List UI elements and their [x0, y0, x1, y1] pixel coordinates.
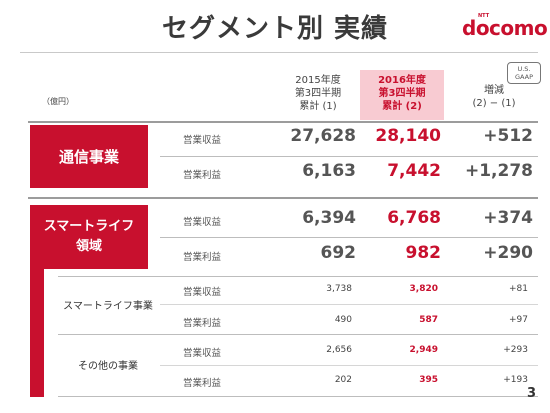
header-rule	[28, 121, 538, 123]
curr-cumulative: 累計 (2)	[382, 101, 422, 112]
value-prev: 490	[334, 315, 352, 325]
metric-label: 営業収益	[182, 348, 221, 359]
current-period-header-highlight	[360, 70, 444, 120]
value-prev: 2,656	[326, 345, 352, 355]
page-title: セグメント別 実績	[161, 14, 389, 44]
gaap-badge: U.S. GAAP	[507, 62, 541, 84]
value-curr: 6,768	[387, 208, 441, 228]
row-divider	[160, 237, 538, 238]
value-prev: 3,738	[326, 284, 352, 294]
curr-year: 2016年度	[378, 75, 426, 86]
value-diff: +293	[503, 345, 528, 355]
prev-quarter: 第3四半期	[294, 88, 342, 99]
diff-formula: (2) − (1)	[472, 98, 516, 109]
smartlife-label-line2: 領域	[75, 239, 102, 254]
value-prev: 202	[334, 375, 352, 385]
value-curr: 395	[419, 375, 438, 385]
metric-label: 営業利益	[182, 170, 221, 181]
smartlife-bracket-bar	[30, 268, 44, 397]
column-header-prev: 2015年度 第3四半期 累計 (1)	[280, 74, 356, 113]
subsegment-label-smartlife-business: スマートライフ事業	[63, 301, 153, 312]
docomo-logo: docomo	[462, 16, 548, 40]
value-diff: +81	[509, 284, 528, 294]
value-prev: 27,628	[290, 126, 356, 146]
value-prev: 692	[320, 243, 357, 263]
prev-year: 2015年度	[295, 75, 341, 86]
metric-label: 営業利益	[182, 252, 221, 263]
metric-label: 営業収益	[182, 217, 221, 228]
row-divider	[160, 156, 538, 157]
column-header-curr: 2016年度 第3四半期 累計 (2)	[362, 74, 442, 113]
subsegment-rule	[58, 276, 538, 277]
value-curr: 28,140	[375, 126, 441, 146]
prev-cumulative: 累計 (1)	[299, 101, 337, 112]
page-number: 3	[527, 386, 537, 401]
segment-label-smartlife: スマートライフ 領域	[30, 205, 148, 269]
row-divider	[160, 365, 538, 366]
table-bottom-rule	[58, 396, 538, 397]
gaap-line2: GAAP	[514, 73, 534, 81]
segment-rule	[28, 197, 538, 199]
value-diff: +374	[483, 208, 533, 228]
diff-label: 増減	[484, 85, 504, 96]
subsegment-label-other-business: その他の事業	[78, 361, 138, 372]
gaap-line1: U.S.	[517, 65, 531, 73]
value-prev: 6,163	[302, 161, 356, 181]
row-divider	[160, 304, 538, 305]
curr-quarter: 第3四半期	[378, 88, 426, 99]
value-curr: 3,820	[409, 284, 438, 294]
unit-label: （億円）	[42, 97, 74, 106]
smartlife-label-line1: スマートライフ	[43, 219, 135, 234]
value-curr: 2,949	[409, 345, 438, 355]
column-header-diff: 増減 (2) − (1)	[456, 84, 532, 110]
value-prev: 6,394	[302, 208, 356, 228]
value-diff: +1,278	[464, 161, 533, 181]
metric-label: 営業利益	[182, 318, 221, 329]
value-curr: 587	[419, 315, 438, 325]
value-diff: +193	[503, 375, 528, 385]
value-diff: +512	[483, 126, 533, 146]
subsegment-rule	[58, 334, 538, 335]
metric-label: 営業利益	[182, 378, 221, 389]
value-curr: 982	[405, 243, 442, 263]
metric-label: 営業収益	[182, 135, 221, 146]
segment-label-telecom: 通信事業	[30, 125, 148, 188]
title-divider	[20, 52, 538, 53]
metric-label: 営業収益	[182, 287, 221, 298]
value-diff: +290	[483, 243, 533, 263]
value-curr: 7,442	[387, 161, 441, 181]
value-diff: +97	[509, 315, 528, 325]
brand-sup: NTT	[478, 13, 490, 19]
